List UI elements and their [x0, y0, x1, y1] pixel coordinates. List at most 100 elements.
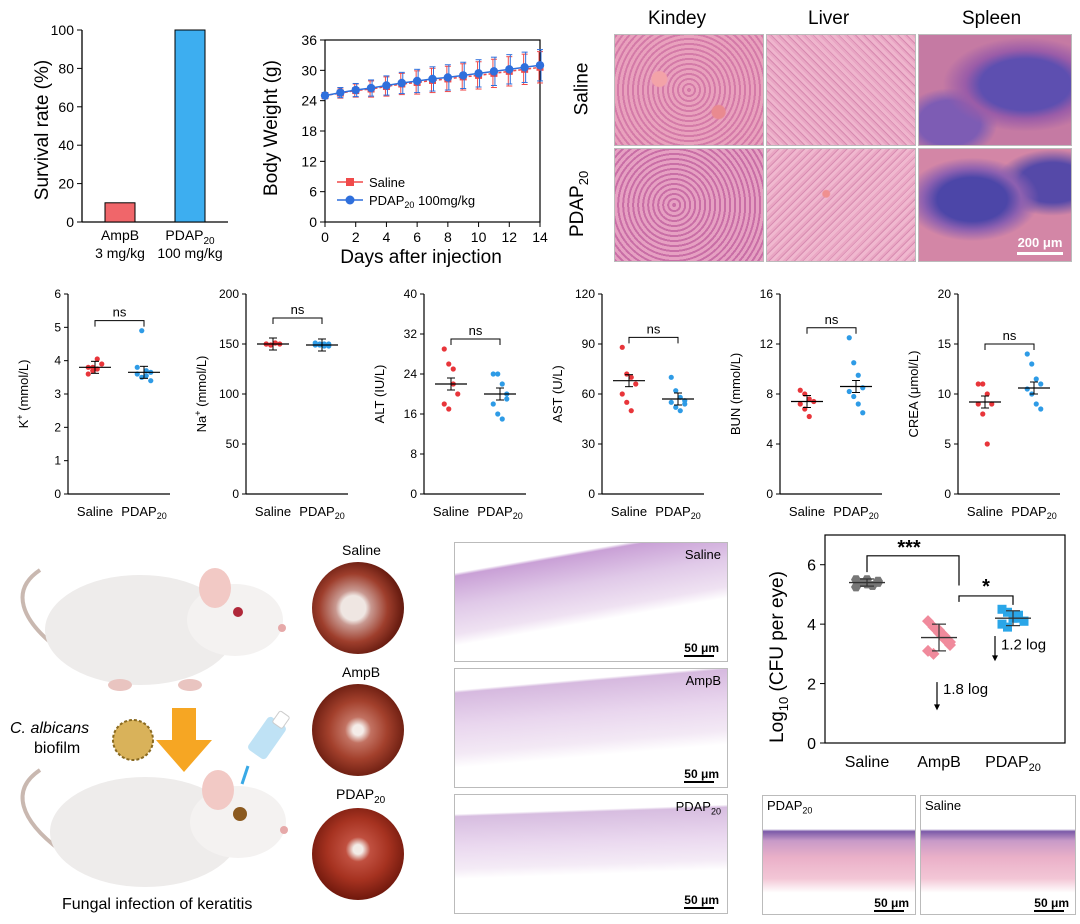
- serum-point: [619, 344, 625, 350]
- cfu-reduction-arrowhead: [992, 655, 998, 662]
- serum-panel: 0 5 10 15 20 CREA (μmol/L) ns Saline PDAP20: [906, 287, 1060, 521]
- bodyweight-xtick-label: 0: [321, 229, 329, 245]
- serum-point: [682, 401, 688, 407]
- serum-point: [504, 396, 510, 402]
- serum-sig-bracket: [450, 338, 501, 345]
- serum-point: [85, 371, 91, 377]
- cfu-reduction-label: 1.8 log: [943, 681, 988, 698]
- serum-ytick-label: 5: [54, 320, 61, 334]
- bodyweight-point: [535, 61, 545, 70]
- histology-kidney-pdap: [614, 148, 764, 262]
- histology-col-liver: Liver: [808, 8, 850, 29]
- serum-xlabel-saline: Saline: [77, 504, 113, 519]
- serum-xlabel-pdap: PDAP20: [1011, 504, 1056, 521]
- bodyweight-ylabel: Body Weight (g): [261, 60, 282, 196]
- serum-ytick-label: 0: [588, 487, 595, 501]
- serum-ytick-label: 0: [232, 487, 239, 501]
- serum-sig-label: ns: [113, 305, 127, 320]
- serum-ytick-label: 120: [575, 287, 595, 301]
- cfu-reduction-arrowhead: [934, 704, 940, 711]
- serum-point: [855, 372, 861, 378]
- bodyweight-chart: Body Weight (g) Days after injection 0 6 1…: [261, 32, 548, 268]
- serum-sig-label: ns: [1003, 328, 1017, 343]
- serum-sig-label: ns: [469, 323, 483, 338]
- bodyweight-point: [459, 71, 468, 80]
- cfu-frame: [824, 534, 1066, 744]
- serum-ytick-label: 5: [944, 437, 951, 451]
- eye-photos: Saline AmpB PDAP20: [300, 540, 440, 919]
- serum-ytick-label: 8: [766, 387, 773, 401]
- serum-point: [499, 416, 505, 422]
- serum-panel: 0 30 60 90 120 AST (U/L) ns Saline PDAP20: [550, 287, 704, 521]
- serum-ytick-label: 32: [404, 327, 418, 341]
- serum-ytick-label: 2: [54, 420, 61, 434]
- serum-point: [490, 371, 496, 377]
- serum-ytick-label: 16: [404, 407, 418, 421]
- histology-liver-saline: [766, 34, 916, 146]
- keratitis-illustration: C. albicans biofilm Fungal infection of …: [0, 540, 300, 919]
- bodyweight-point: [443, 73, 453, 82]
- serum-ytick-label: 3: [54, 387, 61, 401]
- cornea-scale-pdap: 50 μm: [874, 896, 909, 912]
- bodyweight-xtick-label: 6: [413, 229, 421, 245]
- pas-label-pdap: PDAP20: [675, 799, 721, 817]
- serum-point: [975, 381, 981, 387]
- eye-photo-pdap: [312, 808, 404, 900]
- cfu-point: [927, 647, 940, 660]
- cfu-point: [1003, 622, 1012, 632]
- cfu-ytick-label: 6: [807, 558, 816, 575]
- cornea-label-pdap: PDAP20: [767, 798, 813, 816]
- serum-point: [134, 364, 140, 370]
- serum-point: [851, 393, 857, 400]
- cfu-xlabel: PDAP20: [985, 754, 1041, 774]
- bodyweight-ytick-label: 0: [309, 214, 317, 230]
- cornea-section-saline: Saline 50 μm: [920, 795, 1076, 915]
- serum-ytick-label: 0: [410, 487, 417, 501]
- serum-sig-label: ns: [291, 302, 305, 317]
- histology-spleen-pdap: 200 μm: [918, 148, 1072, 262]
- serum-ytick-label: 100: [219, 387, 239, 401]
- serum-ytick-label: 200: [219, 287, 239, 301]
- pas-section-pdap: PDAP20 50 μm: [454, 794, 728, 914]
- serum-ytick-label: 1: [54, 454, 61, 468]
- mouse-drawing: [20, 568, 290, 887]
- serum-point: [677, 408, 683, 414]
- cfu-ylabel: Log10 (CFU per eye): [767, 571, 791, 743]
- cfu-xlabel: Saline: [845, 754, 890, 771]
- serum-point: [495, 411, 501, 417]
- serum-sig-label: ns: [825, 312, 839, 327]
- survival-ytick-label: 40: [58, 137, 74, 153]
- survival-ytick-label: 20: [58, 176, 74, 192]
- serum-xlabel-saline: Saline: [255, 504, 291, 519]
- histology-col-spleen: Spleen: [962, 8, 1022, 29]
- keratitis-caption: Fungal infection of keratitis: [62, 896, 253, 913]
- bodyweight-xtick-label: 12: [501, 229, 517, 245]
- cfu-point: [1003, 607, 1012, 617]
- cornea-section-pdap: PDAP20 50 μm: [762, 795, 916, 915]
- histology-row-pdap: PDAP20: [567, 170, 592, 238]
- serum-point: [989, 401, 995, 407]
- down-arrow-icon: [156, 708, 212, 772]
- serum-point: [984, 441, 990, 447]
- serum-ytick-label: 8: [410, 447, 417, 461]
- survival-chart: Survival rate (%) 0 20 40 60 80 100 AmpB 3 mg…: [32, 22, 228, 261]
- serum-point: [806, 396, 812, 402]
- eye-dropper-icon: [240, 710, 290, 785]
- serum-ytick-label: 6: [54, 287, 61, 301]
- serum-point: [1024, 386, 1030, 392]
- pas-scale-saline: 50 μm: [684, 641, 719, 657]
- serum-point: [143, 373, 149, 379]
- bodyweight-ytick-label: 36: [301, 32, 317, 48]
- biofilm-icon: [112, 719, 154, 761]
- survival-ytick-label: 100: [51, 22, 75, 38]
- bodyweight-point: [336, 88, 345, 97]
- serum-point: [628, 408, 634, 414]
- serum-point: [1024, 351, 1030, 357]
- serum-ytick-label: 10: [938, 387, 952, 401]
- serum-ylabel: AST (U/L): [550, 365, 565, 423]
- survival-ytick-label: 60: [58, 99, 74, 115]
- survival-bar: [174, 29, 206, 223]
- serum-ytick-label: 4: [766, 437, 773, 451]
- serum-ylabel: BUN (mmol/L): [728, 353, 743, 435]
- serum-ytick-label: 40: [404, 287, 418, 301]
